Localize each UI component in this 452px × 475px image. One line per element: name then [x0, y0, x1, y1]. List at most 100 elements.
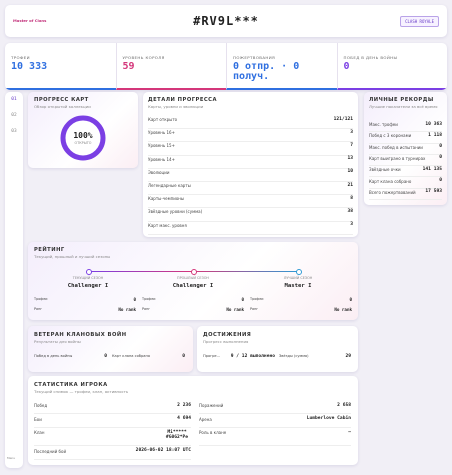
stat-row: Карт макс. уровня 3 — [148, 222, 353, 235]
stat-value: Mi***** #G0G2*Pe — [165, 429, 189, 441]
achievement-row: Прогре... 9 / 12 выполнено — [203, 354, 275, 362]
stat-label: Клан — [34, 430, 45, 435]
stat-value: 21 — [347, 182, 353, 188]
card-title: ДОСТИЖЕНИЯ — [203, 332, 252, 338]
season-row: Трофеи 0 — [142, 297, 244, 305]
player-stat-row: Побед 2 236 — [34, 402, 191, 414]
stat-value: 59 — [122, 61, 135, 72]
stat-row: Звёздные уровни (сумма) 38 — [148, 208, 353, 222]
stat-value: 3 — [350, 222, 353, 228]
season-label: ТЕКУЩИЙ СЕЗОН — [72, 276, 104, 280]
stat-cell: ПОБЕД В ДЕНЬ ВОЙНЫ 0 — [336, 43, 447, 90]
stat-label: Макс. трофеи — [369, 122, 398, 127]
stat-row: Уровень 15+ 7 — [148, 142, 353, 156]
season-row-value: 0 — [133, 297, 136, 302]
player-stats-card: СТАТИСТИКА ИГРОКА Текущий снимок — трофеи… — [28, 376, 358, 465]
game-button[interactable]: CLASH ROYALE — [400, 16, 439, 27]
stat-row: Карт выиграно в турнирах 0 — [369, 155, 442, 167]
stat-cell: УРОВЕНЬ КОРОЛЯ 59 — [115, 43, 226, 90]
season-league: Master I — [284, 283, 312, 289]
season-row-label: Трофеи — [34, 297, 48, 301]
logo: Master of Clans — [13, 18, 47, 23]
season-row: Ранг No rank — [34, 307, 136, 315]
stat-label: Уровень 16+ — [148, 130, 175, 136]
stat-label: Последний бой — [34, 448, 67, 454]
season-dot — [295, 268, 302, 275]
veteran-row: Карт клана собрано 0 — [112, 354, 185, 362]
stat-value: — — [348, 429, 351, 435]
season-row: Трофеи 0 — [34, 297, 136, 305]
stat-label: Уровень 14+ — [148, 156, 175, 162]
progress-ring — [60, 115, 106, 161]
season-row: Ранг No rank — [250, 307, 352, 315]
card-title: РЕЙТИНГ — [34, 247, 65, 253]
season-label: ПРОШЛЫЙ СЕЗОН — [177, 276, 209, 280]
card-subtitle: Лучшие показатели за всё время — [369, 104, 438, 109]
stat-label: Макс. побед в испытании — [369, 144, 423, 150]
season-row: Трофеи 0 — [250, 297, 352, 305]
stat-value: 2 236 — [177, 402, 191, 408]
achievements-card: ДОСТИЖЕНИЯ Прогресс выполнения Прогре... 9 … — [197, 326, 358, 372]
stat-value: 7 — [350, 142, 353, 148]
rating-card: РЕЙТИНГ Текущий, прошлый и лучший сезоны Т… — [28, 242, 358, 320]
card-title: ДЕТАЛИ ПРОГРЕССА — [148, 97, 218, 103]
player-stat-row: Бои 4 694 — [34, 416, 191, 428]
season-row-value: No rank — [334, 307, 352, 312]
stat-row: Уровень 16+ 3 — [148, 129, 353, 143]
stat-row: Макс. побед в испытании 0 — [369, 144, 442, 155]
stat-label: Бои — [34, 416, 42, 422]
stat-row: Звёздные очки 141 135 — [369, 166, 442, 178]
card-subtitle: Карты, уровни и эволюции — [148, 104, 204, 109]
nav-item[interactable]: 02 — [11, 113, 17, 118]
stat-value: 0 — [343, 61, 350, 72]
stat-row: Макс. трофеи 10 363 — [369, 121, 442, 133]
season-row-value: 0 — [241, 297, 244, 302]
stat-cell: ТРОФЕИ 10 333 — [5, 43, 116, 90]
stat-value: 13 — [347, 156, 353, 162]
footer-label: Menu — [7, 456, 16, 460]
stat-label: ТРОФЕИ — [11, 55, 30, 60]
stat-row: Уровень 14+ 13 — [148, 156, 353, 169]
card-title: ВЕТЕРАН КЛАНОВЫХ ВОЙН — [34, 332, 127, 338]
season-dot — [85, 268, 92, 275]
card-title: ЛИЧНЫЕ РЕКОРДЫ — [369, 97, 434, 103]
nav-item[interactable]: 03 — [11, 129, 17, 134]
player-stat-row: Роль в клане — — [199, 429, 351, 446]
player-stat-row: Последний бой 2026-06-02 18:07 UTC — [34, 448, 191, 460]
stat-value: 0 — [182, 354, 185, 359]
card-subtitle: Обзор открытой коллекции — [34, 104, 91, 109]
stat-label: Легендарные карты — [148, 183, 191, 188]
stat-label: УРОВЕНЬ КОРОЛЯ — [122, 55, 165, 60]
stat-value: 0 отпр. · 0 получ. — [233, 61, 300, 82]
stat-row: Эволюции 10 — [148, 169, 353, 182]
stat-value: 29 — [345, 354, 351, 359]
stat-value: 0 — [439, 178, 442, 183]
stat-value: 141 135 — [422, 166, 442, 172]
stat-row: Карты-чемпионы 8 — [148, 195, 353, 209]
stat-value: 0 — [104, 354, 107, 359]
stat-label: ПОЖЕРТВОВАНИЯ — [233, 55, 276, 60]
stat-label: Роль в клане — [199, 430, 227, 435]
percent-caption: ОТКРЫТО — [74, 141, 92, 145]
stat-row: Всего пожертвований 17 593 — [369, 189, 442, 201]
stat-label: Звёздные очки — [369, 167, 401, 173]
player-stat-row: Поражений 2 658 — [199, 402, 351, 414]
stat-value: 8 — [350, 195, 353, 201]
stat-label: Карт открыто — [148, 117, 178, 122]
nav-item[interactable]: 01 — [11, 97, 17, 102]
player-stat-row: Клан Mi***** #G0G2*Pe — [34, 429, 191, 446]
card-subtitle: Текущий снимок — трофеи, клан, активност… — [34, 389, 129, 394]
stat-label: Звёздные уровни (сумма) — [148, 209, 203, 215]
veteran-card: ВЕТЕРАН КЛАНОВЫХ ВОЙН Результаты для войн… — [28, 326, 193, 372]
season-row-value: 0 — [349, 297, 352, 302]
stat-value: 0 — [439, 155, 442, 161]
season-league: Challenger I — [67, 283, 109, 289]
stat-value: 3 — [350, 129, 353, 135]
season-row-label: Ранг — [34, 307, 43, 311]
season-row-label: Ранг — [142, 307, 151, 311]
card-title: ПРОГРЕСС КАРТ — [34, 97, 89, 103]
stat-label: ПОБЕД В ДЕНЬ ВОЙНЫ — [343, 55, 398, 60]
stat-row: Карт открыто 121/121 — [148, 116, 353, 130]
details-card: ДЕТАЛИ ПРОГРЕССА Карты, уровни и эволюции… — [143, 92, 358, 237]
